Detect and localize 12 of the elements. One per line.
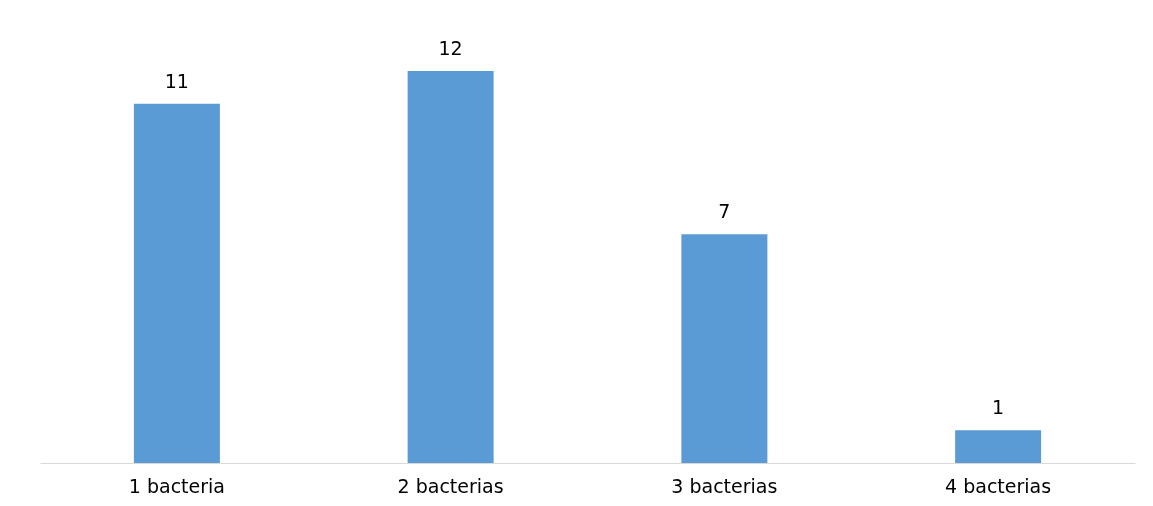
x-tick-label: 1 bacteria	[128, 474, 225, 497]
x-tick-label: 3 bacterias	[671, 474, 778, 497]
data-label: 12	[438, 37, 463, 59]
data-label: 7	[718, 200, 731, 223]
bar	[955, 430, 1042, 463]
x-tick-label: 2 bacterias	[397, 474, 504, 497]
bar	[407, 71, 494, 463]
bar	[681, 234, 768, 463]
data-label: 1	[992, 396, 1005, 419]
x-tick-label: 4 bacterias	[945, 474, 1052, 497]
bar	[133, 103, 220, 463]
data-label: 11	[164, 69, 189, 92]
